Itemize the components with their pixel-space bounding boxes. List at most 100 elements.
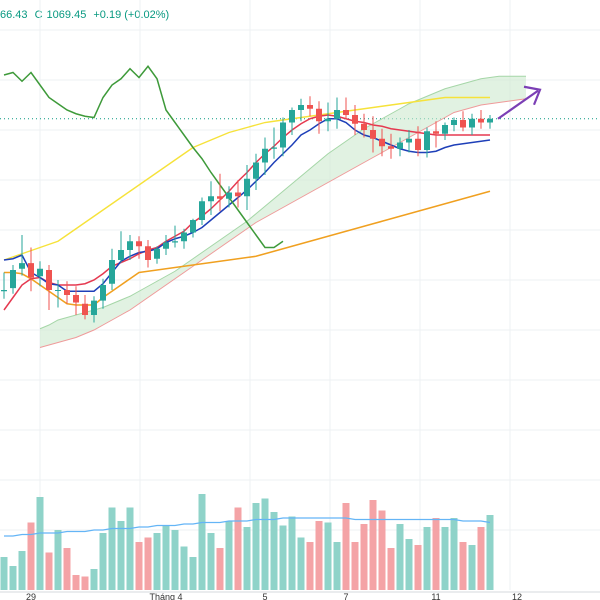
cloud-segment [301,168,310,198]
volume-bar [288,516,296,590]
candle [442,122,448,140]
candle [100,278,106,309]
candle-body [100,285,106,301]
volume-bar [252,503,260,590]
cloud-segment [391,108,400,148]
cloud-segment [319,153,328,188]
cloud-segment [427,92,436,128]
volume-bar [153,533,161,590]
candle-body [406,138,412,143]
candle [37,261,43,287]
candle [163,235,169,255]
candle [469,113,475,135]
candle [64,281,70,304]
candle-body [19,263,25,269]
cloud-segment [517,76,526,100]
candle-body [415,138,421,150]
volume-bar [423,527,431,590]
candle-body [325,118,331,122]
volume-bar [36,497,44,590]
volume-bar [63,548,71,590]
cloud-segment [76,312,85,338]
volume-bar [279,525,287,590]
lagging-step-line [3,96,490,261]
candle-body [289,110,295,123]
cloud-segment [229,227,238,242]
cloud-segment [121,296,130,315]
volume-bar [27,522,35,590]
candle [190,218,196,238]
volume-bar [234,507,242,590]
candle [217,173,223,212]
volume-bar [207,533,215,590]
cloud-segment [472,78,481,108]
volume-bar [405,539,413,590]
close-value: 1069.45 [46,9,87,21]
volume-bar [333,542,341,590]
volume-bar [99,533,107,590]
volume-bar [225,521,233,590]
candle [10,265,16,294]
close-label: C [34,9,43,21]
candle-body [469,118,475,128]
volume-bar [189,557,197,590]
candle [316,101,322,134]
cloud-segment [67,315,76,340]
candle-body [1,290,7,292]
candle [55,280,61,308]
chikou-line [3,65,284,249]
candle-body [55,290,61,291]
cloud-segment [499,76,508,103]
candle [352,105,358,135]
projection-arrow-head [523,85,542,106]
volume-bar [486,515,494,590]
volume-bar [9,566,17,590]
candle [415,126,421,157]
candle-body [208,196,214,202]
cloud-segment [346,135,355,173]
volume-bar [180,546,188,590]
x-tick-label: 7 [343,592,348,600]
candle [235,180,241,208]
volume-ma-line [4,517,491,537]
cloud-segment [49,320,58,345]
candle [478,110,484,129]
x-tick-label: 29 [26,592,36,600]
candle [424,127,430,158]
candle-body [37,268,43,277]
senkou-a-line [39,75,526,330]
candle [307,96,313,117]
candle [136,236,142,259]
volume-bar [387,548,395,590]
cloud-segment [508,76,517,102]
candle-body [388,146,394,149]
cloud-segment [400,103,409,143]
cloud-segment [58,317,67,343]
cloud-segment [490,76,499,104]
candle-body [298,105,304,110]
candle [46,265,52,310]
cloud-segment [409,100,418,138]
cloud-segment [85,310,94,334]
x-tick-label: 5 [262,592,267,600]
candle-body [172,241,178,243]
volume-bar [306,542,314,590]
candle [451,117,457,132]
volume-bar [414,545,422,590]
candle-body [478,118,484,123]
candle-body [343,110,349,115]
cloud-segment [112,300,121,320]
cloud-segment [436,88,445,123]
volume-bar [477,527,485,590]
cloud-segment [166,271,175,285]
candle-body [109,260,115,284]
candle-body [244,178,250,197]
cloud-segment [310,161,319,193]
volume-bar [81,576,89,590]
cloud-segment [445,86,454,118]
volume-bar [351,542,359,590]
cloud-segment [292,176,301,203]
